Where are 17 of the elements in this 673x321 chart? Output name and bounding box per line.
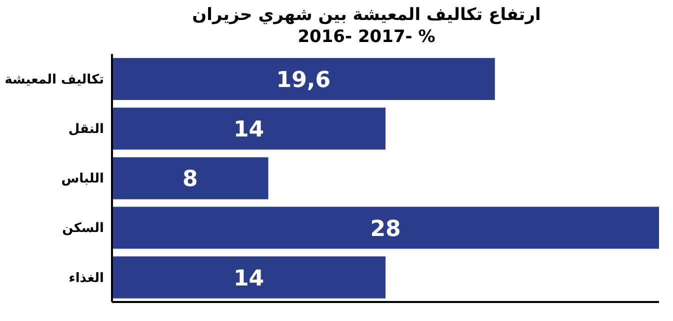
data-label: 14 [233, 266, 264, 292]
bar [112, 206, 659, 249]
bar [112, 256, 386, 298]
data-label: 14 [233, 118, 264, 143]
chart-subtitle: 2016- 2017- % [296, 26, 436, 48]
chart-title: ارتفاع تكاليف المعيشة بين شهري حزيران [191, 4, 542, 26]
y-tick-label: السكن [62, 221, 104, 236]
y-tick-label: تكاليف المعيشة [4, 72, 104, 88]
bar [112, 108, 386, 150]
bar [112, 157, 268, 200]
data-label: 19,6 [276, 68, 331, 93]
y-tick-label: الغذاء [68, 270, 104, 286]
data-label: 8 [182, 167, 198, 192]
bar [112, 58, 495, 100]
y-tick-label: النقل [68, 122, 104, 138]
y-tick-label: اللباس [61, 172, 104, 187]
data-label: 28 [370, 216, 401, 242]
